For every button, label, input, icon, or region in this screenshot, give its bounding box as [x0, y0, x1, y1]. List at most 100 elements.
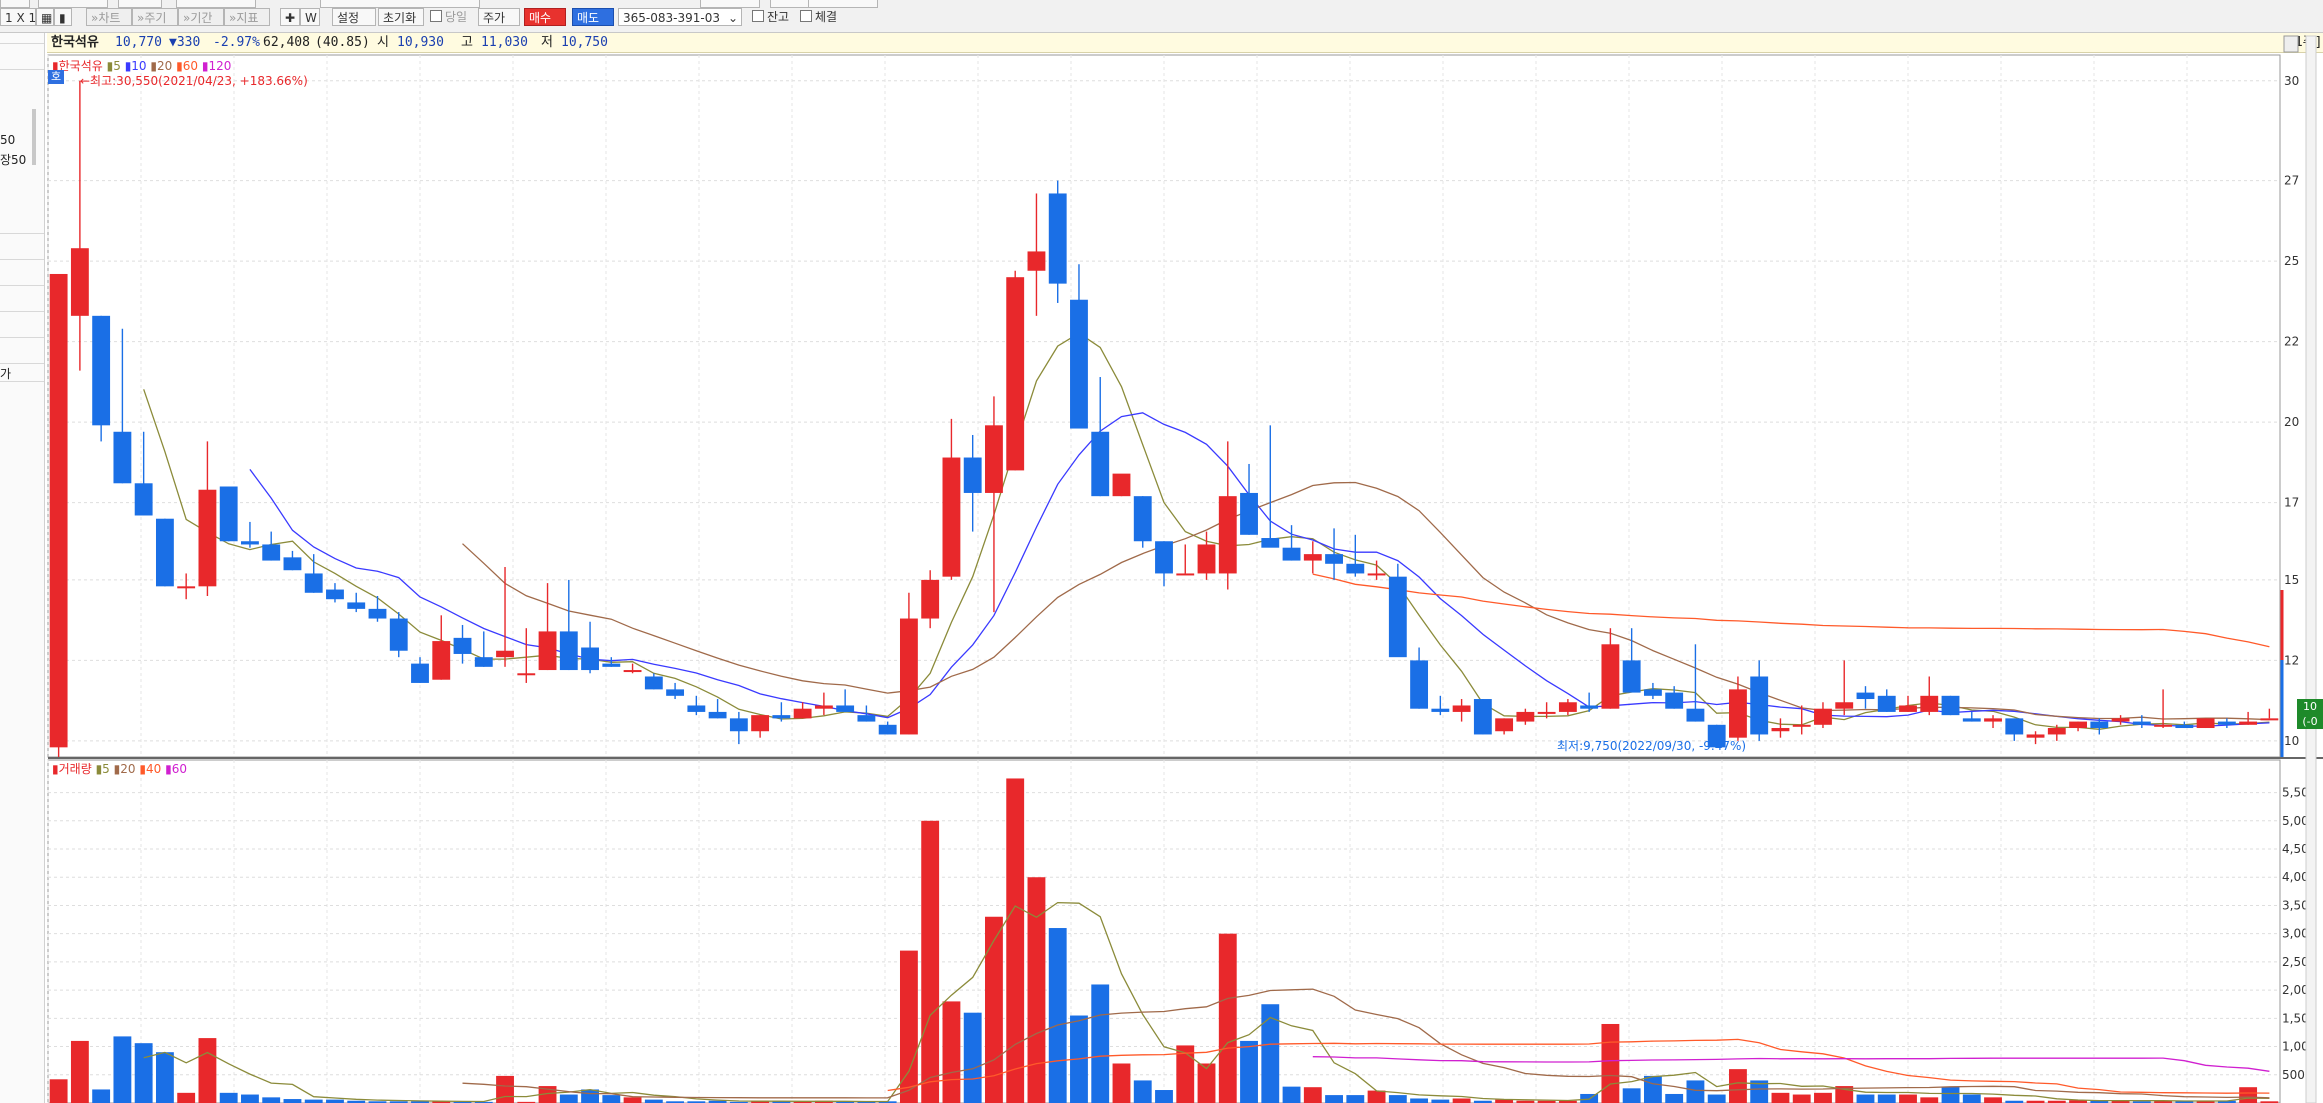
- price-axis: 3027252220171512105,5005,0004,5004,0003,…: [2280, 35, 2317, 1103]
- left-panel-row[interactable]: [0, 363, 44, 364]
- volume-bar: [283, 1099, 302, 1103]
- volume-bar: [1899, 1094, 1917, 1103]
- left-panel-row[interactable]: [0, 285, 44, 286]
- reset-button[interactable]: 초기화: [378, 8, 424, 26]
- sell-button[interactable]: 매도: [572, 8, 614, 26]
- period-button[interactable]: »주기: [132, 8, 178, 26]
- chevron-down-icon: ⌄: [727, 11, 738, 25]
- candle-body: [1899, 705, 1917, 712]
- volume-bar: [1643, 1075, 1662, 1103]
- candle-body: [347, 602, 366, 609]
- candle-body: [1091, 431, 1110, 497]
- table-icon[interactable]: ▦: [36, 8, 54, 26]
- volume-bar: [1984, 1097, 2002, 1103]
- volume-bar: [1771, 1092, 1790, 1103]
- volume-bar: [1707, 1094, 1726, 1103]
- candle-body: [899, 618, 918, 735]
- high-price: 11,030: [481, 35, 528, 50]
- candle-body: [1962, 718, 1981, 722]
- toolbar-icons-right[interactable]: [808, 0, 878, 8]
- date-field[interactable]: [700, 0, 760, 8]
- candle-body: [1771, 728, 1790, 732]
- volume-bar: [474, 1101, 493, 1103]
- volume-bar: [262, 1097, 281, 1103]
- volume-bar: [1537, 1100, 1556, 1103]
- high-annotation: ←최고:30,550(2021/04/23, +183.66%): [80, 74, 308, 88]
- candle-body: [1282, 547, 1301, 561]
- volume-ma40-line: [887, 1038, 2270, 1094]
- open-price: 10,930: [397, 35, 444, 50]
- candle-body: [538, 631, 557, 671]
- volume-bar: [602, 1095, 621, 1103]
- left-panel-row[interactable]: [0, 43, 44, 44]
- line-tool-icon[interactable]: W: [300, 8, 320, 26]
- volume-bar: [2111, 1100, 2130, 1103]
- account-number: 365-083-391-03: [623, 11, 720, 25]
- price-axis-label: 20: [2284, 415, 2299, 429]
- volume-bar: [878, 1101, 897, 1103]
- volume-bar: [1133, 1080, 1152, 1103]
- price-axis-label: 25: [2284, 254, 2299, 268]
- filled-label: 체결: [815, 10, 838, 24]
- candle-body: [92, 315, 111, 426]
- left-panel-item[interactable]: 가: [0, 367, 12, 381]
- left-panel-item[interactable]: 장50: [0, 153, 27, 167]
- buy-button[interactable]: 매수: [524, 8, 566, 26]
- price-legend-marker: ▮: [52, 59, 59, 73]
- candle-body: [1367, 573, 1386, 576]
- vol-ma40-legend: ▮40: [139, 762, 162, 776]
- settings-button[interactable]: 설정: [332, 8, 376, 26]
- candle-body: [1941, 695, 1960, 716]
- candle-body: [623, 670, 642, 673]
- candle-body: [857, 715, 876, 722]
- trade-volume: 62,408: [263, 35, 310, 50]
- volume-bar: [1431, 1099, 1450, 1103]
- range-button[interactable]: »기간: [178, 8, 224, 26]
- today-checkbox[interactable]: 당일: [426, 8, 472, 26]
- volume-bar: [1261, 1004, 1280, 1103]
- left-panel-row[interactable]: [0, 381, 44, 382]
- candle-body: [1622, 660, 1641, 693]
- volume-bar: [2005, 1100, 2024, 1103]
- combo-stub[interactable]: [0, 0, 30, 8]
- scale-label: 1 X 1: [0, 8, 36, 26]
- balance-label: 잔고: [767, 10, 790, 24]
- volume-bar: [2217, 1100, 2236, 1103]
- candle-body: [177, 586, 196, 589]
- price-change-pct: -2.97%: [213, 35, 260, 50]
- candle-body: [1643, 689, 1662, 696]
- tab-price[interactable]: 주가: [478, 8, 520, 26]
- crosshair-icon[interactable]: ✚: [280, 8, 300, 26]
- stock-name-field[interactable]: [176, 0, 256, 8]
- price-legend-name: 한국석유: [58, 59, 103, 73]
- volume-pane-frame: [47, 759, 2281, 1103]
- candle-body: [1729, 689, 1747, 738]
- left-panel-row[interactable]: [0, 69, 44, 70]
- volume-bar: [644, 1099, 663, 1103]
- account-select[interactable]: 365-083-391-03 ⌄: [618, 8, 742, 26]
- left-panel-row[interactable]: [0, 233, 44, 234]
- volume-bar: [1920, 1097, 1939, 1103]
- split-icon[interactable]: ▮: [54, 8, 72, 26]
- left-panel-row[interactable]: [0, 259, 44, 260]
- candle-body: [1580, 705, 1599, 709]
- indicator-button[interactable]: »지표: [224, 8, 270, 26]
- ho-badge[interactable]: 호: [48, 70, 64, 84]
- stock-code-combo[interactable]: [38, 0, 108, 8]
- candle-body: [70, 248, 89, 316]
- volume-bar: [1048, 928, 1067, 1103]
- chart-button[interactable]: »차트: [86, 8, 132, 26]
- nav-arrows[interactable]: [118, 0, 162, 8]
- candle-body: [134, 483, 153, 516]
- ma60-legend: ▮60: [176, 59, 199, 73]
- balance-checkbox[interactable]: 잔고: [748, 8, 794, 26]
- period-buttons-row[interactable]: [320, 0, 480, 8]
- left-panel-item[interactable]: 50: [0, 133, 16, 147]
- filled-checkbox[interactable]: 체결: [796, 8, 842, 26]
- candle-body: [942, 457, 961, 577]
- left-scrollbar[interactable]: [32, 109, 36, 165]
- volume-bar: [1473, 1100, 1492, 1103]
- left-panel-row[interactable]: [0, 337, 44, 338]
- left-panel-row[interactable]: [0, 311, 44, 312]
